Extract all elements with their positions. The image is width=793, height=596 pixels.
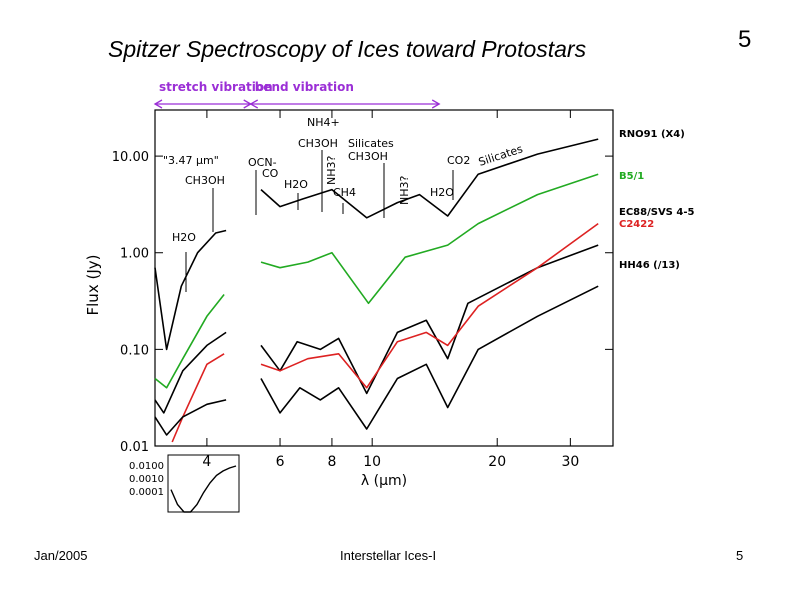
footer-page-number: 5 xyxy=(736,548,744,563)
y-tick-label: 0.10 xyxy=(120,343,149,358)
x-axis-label: λ (μm) xyxy=(361,473,407,489)
inset-tick-label: 0.0001 xyxy=(129,487,164,498)
x-tick-label: 20 xyxy=(488,454,506,470)
slide-title: Spitzer Spectroscopy of Ices toward Prot… xyxy=(108,36,587,62)
series-line xyxy=(260,173,599,305)
y-axis-label: Flux (Jy) xyxy=(84,255,102,316)
inset: 0.0100 0.0010 0.0001 xyxy=(129,461,237,513)
inset-line xyxy=(170,465,237,513)
annotation-label: NH3? xyxy=(325,156,338,185)
annotation-label: CH4 xyxy=(333,186,356,199)
legend-entry: B5/1 xyxy=(619,171,644,182)
annotation-label: NH4+ xyxy=(307,116,340,129)
annotation-label: OCN- xyxy=(248,156,277,169)
x-tick-label: 4 xyxy=(202,454,211,470)
x-axis: 4 6 8 10 20 30 xyxy=(202,110,579,470)
annotation-label: NH3? xyxy=(398,176,411,205)
series-line xyxy=(171,353,225,443)
y-tick-label: 0.01 xyxy=(120,440,149,455)
annotation-label: "3.47 μm" xyxy=(163,154,219,167)
inset-frame xyxy=(167,454,240,513)
legend-entry: RNO91 (X4) xyxy=(619,129,685,140)
annotation-label: CO xyxy=(262,167,279,180)
annotation-label: Silicates xyxy=(477,142,525,169)
y-axis: 0.01 0.10 1.00 10.00 xyxy=(112,150,613,455)
plot-frame xyxy=(154,109,614,447)
annotation-label: Silicates xyxy=(348,137,394,150)
annotation-label: CH3OH xyxy=(185,174,225,187)
footer-title: Interstellar Ices-I xyxy=(340,548,437,563)
legend-entry: C2422 xyxy=(619,219,654,230)
footer-date: Jan/2005 xyxy=(34,548,88,563)
legend-entry: EC88/SVS 4-5 xyxy=(619,207,694,218)
series-line xyxy=(154,331,227,414)
series-line xyxy=(260,138,599,219)
legend-entry: HH46 (/13) xyxy=(619,260,680,271)
range-arrowhead xyxy=(431,99,441,109)
annotations: "3.47 μm" CH3OH H2O OCN-CO H2O NH4+ CH3OH CH4 Si… xyxy=(163,116,525,292)
range-label: bend vibration xyxy=(255,80,354,94)
annotation-label: H2O xyxy=(284,178,308,191)
series-line xyxy=(260,222,599,389)
annotation-label: CO2 xyxy=(447,154,470,167)
x-tick-label: 8 xyxy=(327,454,336,470)
series-group xyxy=(154,138,599,443)
series-line xyxy=(154,294,225,389)
annotation-label: CH3OH xyxy=(348,150,388,163)
series-line xyxy=(154,399,227,436)
annotation-label: H2O xyxy=(172,231,196,244)
y-tick-label: 10.00 xyxy=(112,150,149,165)
series-line xyxy=(154,229,227,351)
range-arrowhead xyxy=(153,99,163,109)
x-tick-label: 6 xyxy=(276,454,285,470)
annotation-label: CH3OH xyxy=(298,137,338,150)
slide-number-top: 5 xyxy=(738,26,752,53)
x-tick-label: 30 xyxy=(561,454,579,470)
series-line xyxy=(260,244,599,395)
x-tick-label: 10 xyxy=(363,454,381,470)
inset-tick-label: 0.0010 xyxy=(129,474,164,485)
range-arrowhead xyxy=(249,99,259,109)
range-label: stretch vibration xyxy=(159,80,273,94)
y-tick-label: 1.00 xyxy=(120,247,149,262)
series-line xyxy=(260,285,599,430)
inset-tick-label: 0.0100 xyxy=(129,461,164,472)
annotation-label: H2O xyxy=(430,186,454,199)
